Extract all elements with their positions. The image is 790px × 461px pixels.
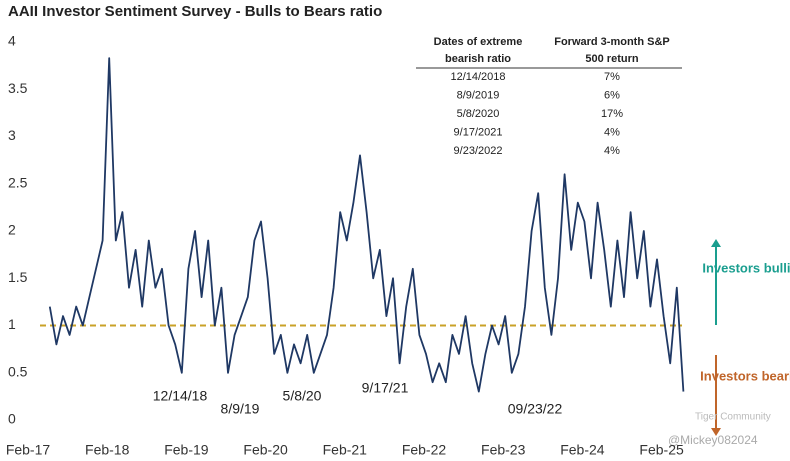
x-tick-label: Feb-22	[402, 442, 447, 458]
table-cell: 9/17/2021	[454, 126, 503, 138]
x-tick-label: Feb-25	[639, 442, 684, 458]
table-cell: 4%	[604, 126, 620, 138]
y-tick-label: 0.5	[8, 363, 28, 379]
watermark: @Mickey082024	[668, 433, 758, 447]
table-header: Forward 3-month S&P 500 return	[554, 36, 670, 65]
x-tick-label: Feb-20	[243, 442, 288, 458]
y-tick-label: 2.5	[8, 174, 28, 190]
y-tick-label: 2	[8, 222, 16, 238]
x-tick-label: Feb-17	[6, 442, 51, 458]
y-tick-label: 1.5	[8, 269, 28, 285]
table-cell: 7%	[604, 71, 620, 83]
x-tick-label: Feb-24	[560, 442, 605, 458]
y-tick-label: 4	[8, 33, 16, 49]
chart-title: AAII Investor Sentiment Survey - Bulls t…	[8, 3, 382, 20]
y-tick-label: 1	[8, 316, 16, 332]
y-tick-label: 3.5	[8, 80, 28, 96]
bearish-label: Investors bearish	[700, 368, 790, 383]
x-tick-label: Feb-23	[481, 442, 526, 458]
table-cell: 8/9/2019	[457, 89, 500, 101]
table-cell: 4%	[604, 145, 620, 157]
table-cell: 17%	[601, 108, 623, 120]
data-line	[48, 57, 685, 393]
table-cell: 5/8/2020	[457, 108, 500, 120]
annotation: 8/9/19	[221, 401, 260, 417]
x-tick-label: Feb-19	[164, 442, 209, 458]
annotation: 12/14/18	[153, 388, 208, 404]
bullish-arrow-head	[711, 239, 721, 247]
table-cell: 6%	[604, 89, 620, 101]
watermark: Tiger Community	[695, 412, 771, 423]
annotation: 09/23/22	[508, 401, 563, 417]
bullish-label: Investors bullish	[702, 260, 790, 275]
table-cell: 9/23/2022	[454, 145, 503, 157]
x-tick-label: Feb-21	[323, 442, 368, 458]
table-cell: 12/14/2018	[450, 71, 505, 83]
y-tick-label: 3	[8, 127, 16, 143]
x-tick-label: Feb-18	[85, 442, 130, 458]
bearish-arrow-head	[711, 428, 721, 436]
annotation: 9/17/21	[362, 380, 409, 396]
table-header: Dates of extreme bearish ratio	[434, 36, 523, 65]
y-tick-label: 0	[8, 411, 16, 427]
annotation: 5/8/20	[283, 388, 322, 404]
